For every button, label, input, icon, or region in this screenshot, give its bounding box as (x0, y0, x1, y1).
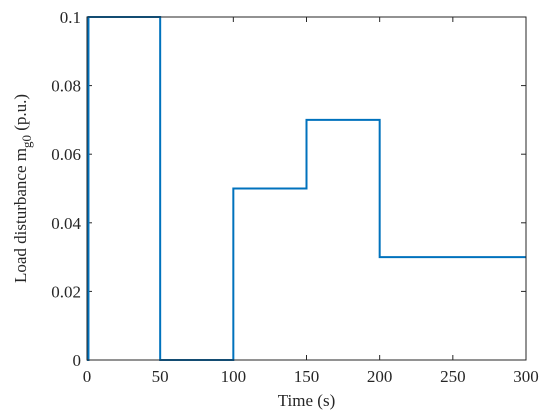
tick-labels: 0 50 100 150 200 250 300 0 0.02 0.04 0.06 0.08 0.1 (51, 8, 539, 386)
x-tick-label: 150 (294, 367, 320, 386)
x-tick-label: 50 (152, 367, 169, 386)
series-layer (87, 16, 526, 361)
y-tick-label: 0.1 (60, 8, 81, 27)
y-tick-label: 0.06 (51, 145, 81, 164)
y-axis-label-prefix: Load disturbance m (11, 148, 30, 283)
y-tick-label: 0.04 (51, 214, 81, 233)
x-tick-label: 100 (221, 367, 247, 386)
x-tick-label: 300 (513, 367, 539, 386)
y-axis-label-suffix: (p.u.) (11, 94, 30, 135)
x-tick-label: 200 (367, 367, 393, 386)
plot-frame (86, 16, 527, 361)
y-tick-label: 0 (73, 351, 82, 370)
x-tick-label: 250 (440, 367, 466, 386)
y-axis-label-subscript: g0 (19, 135, 34, 148)
x-tick-label: 0 (83, 367, 92, 386)
x-axis-label: Time (s) (278, 391, 335, 410)
y-tick-label: 0.02 (51, 282, 81, 301)
y-axis-label: Load disturbance mg0 (p.u.) (11, 94, 34, 283)
y-tick-label: 0.08 (51, 77, 81, 96)
series-line (87, 16, 526, 361)
